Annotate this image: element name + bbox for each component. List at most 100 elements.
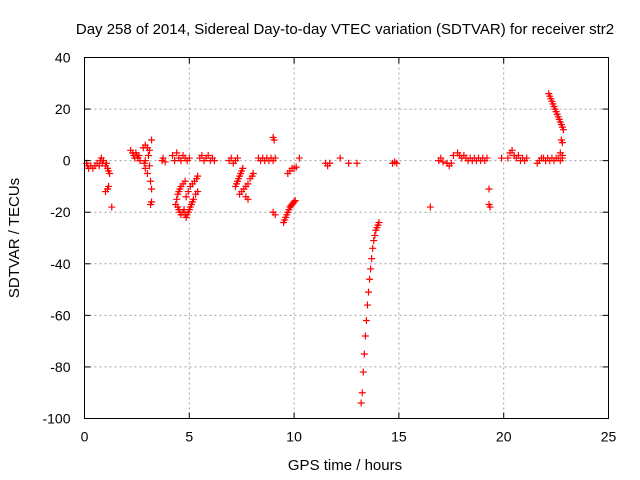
data-point — [184, 188, 192, 196]
data-point — [239, 164, 247, 172]
data-point — [290, 198, 298, 206]
data-point — [249, 170, 257, 178]
data-point — [375, 219, 383, 227]
data-point — [393, 159, 401, 167]
data-point — [360, 350, 368, 358]
data-point — [486, 203, 494, 211]
grid-layer — [84, 57, 609, 419]
data-point — [292, 163, 300, 171]
y-tick-label: 20 — [55, 101, 71, 117]
data-point — [148, 185, 156, 193]
data-point — [367, 265, 375, 273]
data-point — [161, 158, 169, 166]
data-point — [141, 164, 149, 172]
data-points — [83, 90, 567, 407]
data-point — [194, 188, 202, 196]
data-point — [103, 159, 111, 167]
data-point — [173, 195, 181, 203]
axis-ticks: 0 5 10 15 20 25 -100 -80 -60 -40 -20 0 20 40 — [42, 50, 616, 445]
data-point — [326, 159, 334, 167]
data-point — [143, 170, 151, 178]
data-point — [147, 177, 155, 185]
x-tick-label: 15 — [391, 429, 407, 445]
data-point — [498, 154, 506, 162]
data-point — [365, 288, 373, 296]
y-tick-label: -40 — [50, 256, 70, 272]
chart-title: Day 258 of 2014, Sidereal Day-to-day VTE… — [76, 21, 614, 38]
data-point — [189, 195, 197, 203]
data-point — [504, 154, 512, 162]
data-point — [291, 197, 299, 205]
x-axis-label: GPS time / hours — [288, 457, 402, 474]
data-point — [210, 157, 218, 165]
data-point — [361, 332, 369, 340]
data-point — [508, 146, 516, 154]
data-point — [270, 136, 278, 144]
x-tick-label: 0 — [81, 429, 89, 445]
y-tick-label: -80 — [50, 359, 70, 375]
data-point — [148, 136, 156, 144]
data-point — [366, 275, 374, 283]
plot-frame — [84, 57, 609, 419]
data-point — [227, 154, 235, 162]
data-point — [345, 159, 353, 167]
y-tick-label: 0 — [63, 153, 71, 169]
data-point — [181, 177, 189, 185]
data-point — [144, 151, 152, 159]
data-point — [558, 139, 566, 147]
data-point — [108, 203, 116, 211]
data-point — [485, 185, 493, 193]
data-point — [105, 182, 113, 190]
x-tick-label: 25 — [601, 429, 617, 445]
data-point — [271, 154, 279, 162]
y-axis-label: SDTVAR / TECUs — [6, 178, 23, 298]
data-point — [514, 151, 522, 159]
data-point — [173, 149, 181, 157]
y-tick-label: 40 — [55, 50, 71, 66]
data-point — [185, 154, 193, 162]
data-point — [368, 255, 376, 263]
data-point — [523, 154, 531, 162]
data-point — [426, 203, 434, 211]
data-point — [177, 157, 185, 165]
data-point — [558, 151, 566, 159]
data-point — [148, 198, 156, 206]
data-point — [145, 162, 153, 170]
data-point — [447, 159, 455, 167]
data-point — [559, 126, 567, 134]
data-point — [483, 154, 491, 162]
y-tick-label: -20 — [50, 204, 70, 220]
data-point — [295, 154, 303, 162]
data-point — [145, 146, 153, 154]
data-point — [171, 157, 179, 165]
data-point — [363, 301, 371, 309]
data-point — [437, 154, 445, 162]
data-point — [369, 244, 377, 252]
y-tick-label: -100 — [42, 411, 70, 427]
data-point — [169, 151, 177, 159]
data-point — [370, 237, 378, 245]
data-point — [244, 195, 252, 203]
data-point — [159, 154, 167, 162]
data-point — [271, 211, 279, 219]
data-point — [371, 231, 379, 239]
data-point — [336, 154, 344, 162]
data-point — [182, 193, 190, 201]
data-point — [362, 317, 370, 325]
data-point — [439, 158, 447, 166]
data-point — [204, 151, 212, 159]
x-tick-label: 5 — [185, 429, 193, 445]
data-point — [353, 159, 361, 167]
x-tick-label: 10 — [286, 429, 302, 445]
y-tick-label: -60 — [50, 307, 70, 323]
data-point — [198, 151, 206, 159]
data-point — [357, 399, 365, 407]
x-tick-label: 20 — [496, 429, 512, 445]
data-point — [359, 368, 367, 376]
data-point — [106, 170, 114, 178]
data-point — [449, 151, 457, 159]
data-point — [244, 180, 252, 188]
data-point — [135, 151, 143, 159]
data-point — [358, 389, 366, 397]
